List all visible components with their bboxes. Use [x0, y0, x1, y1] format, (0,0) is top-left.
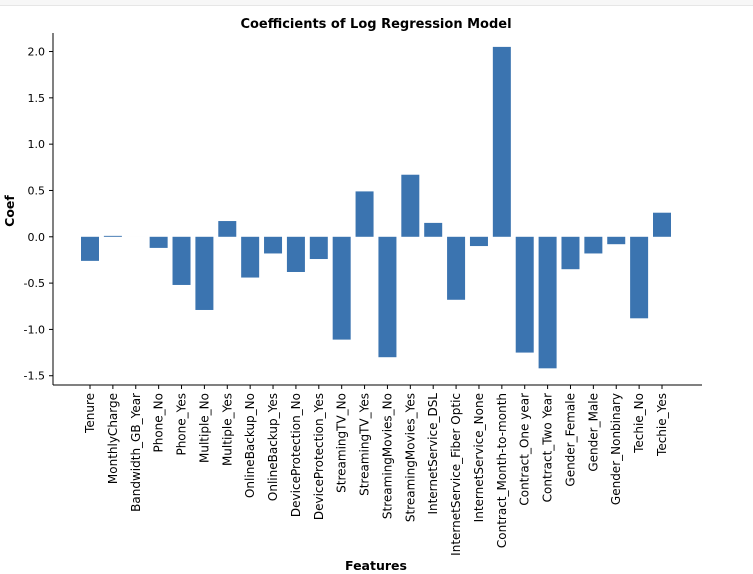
bar-streamingtv-no: [332, 236, 351, 340]
bar-gender-nonbinary: [607, 236, 626, 245]
bar-internetservice-dsl: [424, 222, 443, 237]
bar-multiple-yes: [218, 221, 237, 237]
bar-contract-one-year: [515, 236, 534, 353]
window-top-strip: [0, 0, 753, 6]
y-tick-label: -0.5: [24, 277, 45, 290]
bar-deviceprotection-yes: [309, 236, 328, 260]
y-tick-label: 1.0: [28, 138, 46, 151]
bar-deviceprotection-no: [286, 236, 305, 272]
x-tick-label: OnlineBackup_Yes: [266, 393, 280, 501]
x-axis: Tenure MonthlyCharge Bandwidth_GB_Year Phon…: [53, 384, 702, 556]
x-tick-label: Tenure: [83, 393, 97, 434]
y-tick-label: -1.0: [24, 323, 45, 336]
x-tick-label: MonthlyCharge: [106, 393, 120, 484]
y-axis: -1.5 -1.0 -0.5 0.0 0.5 1.0 1.5 2.0: [24, 33, 54, 385]
bar-techie-yes: [653, 212, 671, 237]
x-tick-label: StreamingTV_No: [335, 393, 349, 493]
x-tick-label: DeviceProtection_No: [289, 393, 303, 517]
y-tick-label: 1.5: [28, 92, 46, 105]
chart-title: Coefficients of Log Regression Model: [240, 17, 511, 32]
bar-contract-month-to-month: [492, 46, 511, 237]
bar-streamingmovies-no: [378, 236, 397, 358]
x-tick-label: InternetService_DSL: [426, 393, 440, 515]
x-tick-label: Techie_No: [632, 393, 646, 454]
bars-group: [81, 46, 671, 369]
bar-phone-yes: [172, 236, 191, 285]
bar-streamingtv-yes: [355, 191, 374, 237]
y-tick-label: -1.5: [24, 370, 45, 383]
x-tick-label: Phone_Yes: [175, 393, 189, 456]
x-tick-label: StreamingTV_Yes: [358, 393, 372, 496]
bar-phone-no: [149, 236, 168, 248]
x-tick-label: Contract_Month-to-month: [495, 393, 509, 548]
x-tick-label: Gender_Nonbinary: [609, 393, 623, 505]
bar-onlinebackup-no: [241, 236, 260, 278]
y-axis-label: Coef: [2, 195, 17, 227]
y-tick-label: 2.0: [28, 46, 46, 59]
bar-techie-no: [630, 236, 649, 319]
bar-onlinebackup-yes: [264, 236, 283, 254]
x-axis-label: Features: [345, 558, 407, 573]
x-tick-label: Phone_No: [152, 393, 166, 453]
x-tick-label: InternetService_Fiber Optic: [449, 393, 463, 556]
x-tick-label: Bandwidth_GB_Year: [129, 393, 143, 512]
bar-contract-two-year: [538, 236, 557, 369]
bar-multiple-no: [195, 236, 214, 310]
x-tick-label: Contract_Two Year: [541, 393, 555, 502]
x-tick-label: StreamingMovies_Yes: [403, 393, 417, 522]
x-tick-label: Gender_Female: [563, 393, 577, 487]
bar-internetservice-fiber-optic: [447, 236, 466, 300]
x-tick-label: Techie_Yes: [655, 393, 669, 457]
bar-internetservice-none: [469, 236, 488, 247]
x-tick-label: DeviceProtection_Yes: [312, 393, 326, 520]
bar-tenure: [81, 236, 99, 261]
x-tick-label: Multiple_No: [197, 393, 211, 463]
bar-streamingmovies-yes: [401, 174, 420, 237]
x-tick-label: Contract_One year: [518, 393, 532, 506]
bar-monthlycharge: [103, 235, 122, 237]
y-tick-label: 0.5: [28, 184, 46, 197]
x-tick-label: InternetService_None: [472, 393, 486, 522]
y-tick-label: 0.0: [28, 231, 46, 244]
bar-gender-female: [561, 236, 580, 270]
x-tick-label: StreamingMovies_No: [380, 393, 394, 519]
bar-gender-male: [584, 236, 603, 254]
x-tick-label: Multiple_Yes: [220, 393, 234, 466]
x-tick-label: OnlineBackup_No: [243, 393, 257, 498]
x-tick-label: Gender_Male: [586, 393, 600, 472]
